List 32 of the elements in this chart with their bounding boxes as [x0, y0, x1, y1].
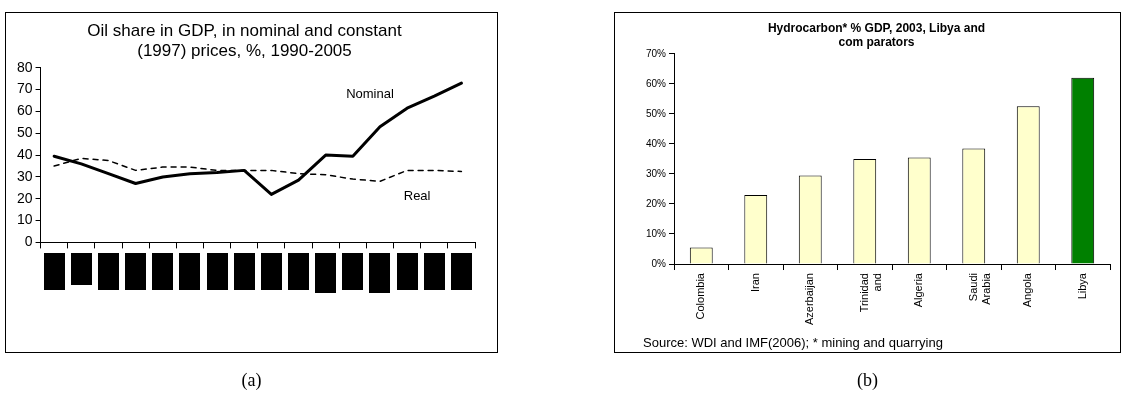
y-tick-label: 40%	[646, 137, 667, 149]
y-tick-label: 80	[16, 58, 33, 75]
x-tick-label: Colombia	[694, 272, 707, 320]
chart-title: Hydrocarbon* % GDP, 2003, Libya and com parators	[767, 20, 986, 49]
y-tick-label: 20	[16, 189, 33, 206]
y-tick-label: 60	[16, 102, 33, 119]
y-tick-label: 60%	[646, 77, 667, 89]
source-note: Source: WDI and IMF(2006); * mining and quarrying	[643, 335, 943, 350]
y-tick-label: 0%	[651, 257, 667, 269]
y-tick-label: 40	[16, 145, 33, 162]
series-label: Nominal	[346, 85, 394, 101]
x-tick-label: Libya	[1075, 272, 1088, 300]
y-tick-label: 0	[24, 233, 33, 250]
x-tick-label: Azerbaijan	[803, 273, 816, 326]
x-tick-label: Iran	[748, 273, 761, 292]
text: (a)	[240, 370, 263, 391]
x-tick-label: Algeria	[912, 272, 925, 308]
y-tick-label: 10	[16, 211, 33, 228]
chart-title: Oil share in GDP, in nominal and constant (1997) prices, %, 1990-2005	[87, 20, 402, 61]
y-tick-label: 30	[16, 167, 33, 184]
y-tick-label: 10%	[646, 227, 667, 239]
text: (b)	[856, 370, 879, 391]
y-tick-label: 70%	[646, 47, 667, 59]
x-tick-label: Saudi Arabia	[966, 272, 992, 305]
y-tick-label: 70	[16, 80, 33, 97]
x-tick-label: Trinidad and	[857, 273, 883, 313]
x-tick-label: Angola	[1021, 272, 1034, 308]
series-label: Real	[403, 188, 431, 204]
y-tick-label: 50	[16, 124, 33, 141]
y-tick-label: 50%	[646, 107, 667, 119]
y-tick-label: 20%	[646, 197, 667, 209]
y-tick-label: 30%	[646, 167, 667, 179]
